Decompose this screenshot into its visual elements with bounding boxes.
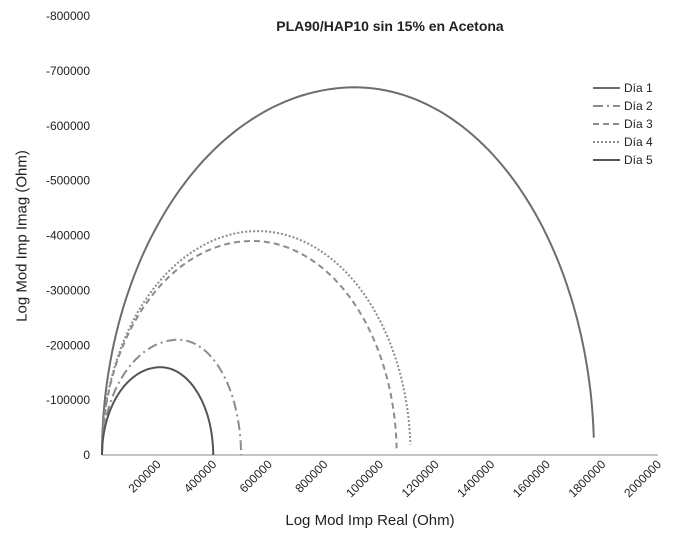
x-tick-label: 1000000 bbox=[343, 457, 386, 500]
legend-label: Día 5 bbox=[624, 153, 653, 167]
legend-label: Día 2 bbox=[624, 99, 653, 113]
series-line bbox=[101, 338, 242, 455]
x-axis-label: Log Mod Imp Real (Ohm) bbox=[285, 512, 455, 529]
x-tick-label: 2000000 bbox=[621, 457, 664, 500]
axes: 0 -100000 -200000 -300000 -400000 -500000 -600… bbox=[46, 9, 664, 500]
series-line bbox=[101, 86, 595, 456]
x-tick-label: 1400000 bbox=[454, 457, 497, 500]
x-tick-label: 600000 bbox=[237, 457, 275, 495]
y-tick-label: -600000 bbox=[46, 119, 90, 133]
x-tick-label: 200000 bbox=[126, 457, 164, 495]
legend-label: Día 3 bbox=[624, 117, 653, 131]
x-tick-label: 800000 bbox=[292, 457, 330, 495]
y-tick-label: -300000 bbox=[46, 283, 90, 297]
x-tick-label: 1600000 bbox=[510, 457, 553, 500]
chart-title: PLA90/HAP10 sin 15% en Acetona bbox=[276, 18, 504, 34]
legend-label: Día 4 bbox=[624, 135, 653, 149]
y-tick-label: 0 bbox=[83, 448, 90, 462]
series-line bbox=[101, 240, 398, 456]
legend-label: Día 1 bbox=[624, 81, 653, 95]
y-tick-label: -100000 bbox=[46, 393, 90, 407]
x-tick-label: 1800000 bbox=[566, 457, 609, 500]
x-tick-label: 1200000 bbox=[399, 457, 442, 500]
y-tick-label: -200000 bbox=[46, 338, 90, 352]
series-layer bbox=[101, 86, 595, 456]
y-tick-label: -700000 bbox=[46, 64, 90, 78]
y-tick-label: -500000 bbox=[46, 174, 90, 188]
legend: Día 1 Día 2 Día 3 Día 4 Día 5 bbox=[593, 81, 653, 167]
y-tick-label: -800000 bbox=[46, 9, 90, 23]
x-tick-label: 400000 bbox=[181, 457, 219, 495]
series-line bbox=[101, 366, 215, 455]
y-tick-label: -400000 bbox=[46, 229, 90, 243]
series-line bbox=[101, 230, 412, 456]
